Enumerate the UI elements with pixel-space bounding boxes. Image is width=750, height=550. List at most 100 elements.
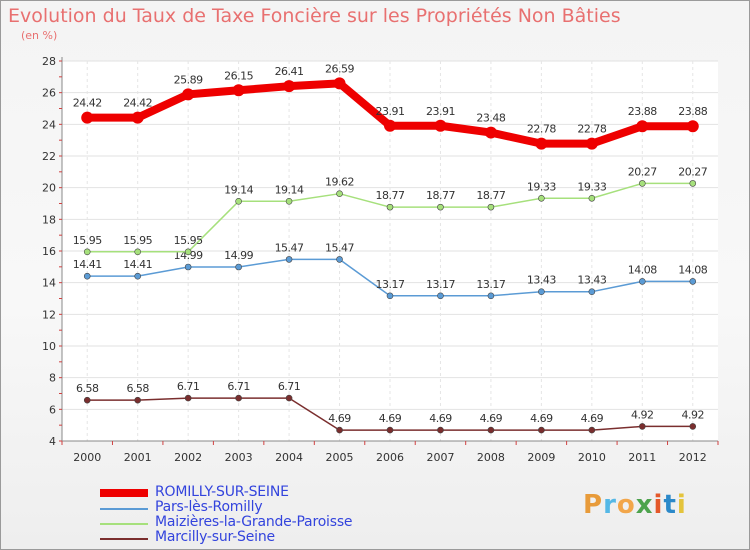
data-label: 6.71 <box>278 380 301 393</box>
legend: ROMILLY-SUR-SEINE Pars-lès-Romilly Maizi… <box>100 484 420 546</box>
data-point <box>588 194 596 202</box>
data-point <box>131 111 144 124</box>
data-point <box>386 203 394 211</box>
data-label: 19.14 <box>275 183 304 196</box>
data-point <box>235 197 242 205</box>
data-label: 15.95 <box>174 234 203 247</box>
y-tick-label: 14 <box>42 277 56 290</box>
data-point <box>336 190 343 197</box>
data-label: 14.41 <box>73 258 102 271</box>
data-point <box>235 263 242 271</box>
proxiti-logo: Proxiti <box>583 490 687 520</box>
data-point <box>235 394 242 402</box>
data-point <box>639 423 646 430</box>
data-point <box>386 292 394 300</box>
data-point <box>437 426 444 434</box>
data-point <box>686 120 699 133</box>
y-tick-label: 24 <box>42 118 56 131</box>
data-point <box>182 88 195 101</box>
data-label: 13.43 <box>527 274 556 287</box>
y-tick-label: 22 <box>42 150 56 163</box>
data-label: 20.27 <box>628 165 657 178</box>
data-label: 22.78 <box>577 123 606 136</box>
data-point <box>487 292 495 300</box>
data-point <box>285 394 293 402</box>
data-label: 23.88 <box>628 105 657 118</box>
data-label: 6.71 <box>177 380 200 393</box>
y-tick-label: 18 <box>42 213 56 226</box>
x-tick-label: 2004 <box>275 451 303 464</box>
x-tick-label: 2001 <box>124 451 152 464</box>
data-point <box>437 292 444 300</box>
data-point <box>83 248 91 256</box>
data-point <box>437 203 444 211</box>
legend-item: Marcilly-sur-Seine <box>100 529 420 546</box>
data-label: 4.92 <box>682 408 705 421</box>
data-point <box>336 426 343 434</box>
x-tick-label: 2003 <box>225 451 253 464</box>
data-label: 13.17 <box>476 278 505 291</box>
data-point <box>134 272 141 280</box>
data-point <box>333 77 346 90</box>
chart-title: Evolution du Taux de Taxe Foncière sur l… <box>8 5 621 27</box>
x-tick-label: 2008 <box>477 451 505 464</box>
data-point <box>538 426 545 434</box>
data-point <box>83 272 91 280</box>
data-point <box>538 288 545 295</box>
data-point <box>487 203 495 211</box>
y-tick-label: 12 <box>42 308 56 321</box>
x-tick-label: 2009 <box>527 451 555 464</box>
x-tick-label: 2010 <box>578 451 606 464</box>
legend-item: Maizières-la-Grande-Paroisse <box>100 514 420 531</box>
data-label: 18.77 <box>476 189 505 202</box>
data-label: 6.58 <box>76 382 99 395</box>
y-tick-label: 26 <box>42 87 56 100</box>
data-point <box>336 256 343 263</box>
data-label: 20.27 <box>678 165 707 178</box>
data-label: 23.91 <box>426 105 455 118</box>
legend-swatch <box>100 538 148 540</box>
data-label: 24.42 <box>123 97 152 110</box>
y-tick-label: 4 <box>49 435 56 448</box>
data-point <box>134 396 141 404</box>
data-point <box>538 194 545 202</box>
data-label: 23.48 <box>476 112 505 125</box>
x-tick-label: 2006 <box>376 451 404 464</box>
data-label: 25.89 <box>174 73 203 86</box>
data-label: 13.43 <box>577 274 606 287</box>
x-tick-label: 2005 <box>326 451 354 464</box>
data-label: 19.33 <box>527 180 556 193</box>
legend-item: ROMILLY-SUR-SEINE <box>100 484 420 501</box>
data-label: 4.69 <box>328 412 351 425</box>
legend-label: Maizières-la-Grande-Paroisse <box>155 514 353 530</box>
data-label: 13.17 <box>426 278 455 291</box>
data-point <box>484 126 497 139</box>
data-label: 14.08 <box>628 263 657 276</box>
data-point <box>384 119 396 132</box>
legend-swatch <box>100 508 148 510</box>
data-point <box>81 111 94 124</box>
x-tick-label: 2007 <box>426 451 454 464</box>
data-point <box>588 426 596 434</box>
data-point <box>487 426 495 434</box>
data-label: 18.77 <box>426 189 455 202</box>
data-label: 26.41 <box>275 65 304 78</box>
data-label: 4.69 <box>530 412 553 425</box>
data-point <box>184 394 192 402</box>
y-tick-label: 6 <box>49 403 56 416</box>
data-label: 15.95 <box>73 234 102 247</box>
y-tick-label: 10 <box>42 340 56 353</box>
data-point <box>636 120 649 133</box>
data-label: 14.41 <box>123 258 152 271</box>
data-point <box>285 197 293 205</box>
data-label: 23.88 <box>678 105 707 118</box>
data-label: 4.69 <box>379 412 402 425</box>
data-point <box>283 80 296 93</box>
legend-label: Pars-lès-Romilly <box>155 499 263 515</box>
y-tick-label: 20 <box>42 182 56 195</box>
x-tick-label: 2012 <box>679 451 707 464</box>
data-point <box>535 137 548 150</box>
x-tick-label: 2000 <box>73 451 101 464</box>
data-label: 15.47 <box>275 241 304 254</box>
